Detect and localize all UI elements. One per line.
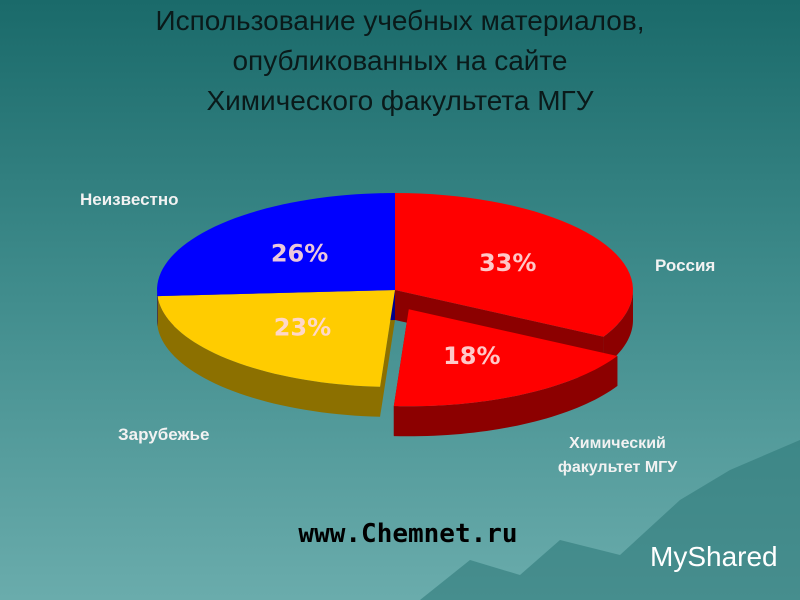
pie: 33% 18% 23% 26%	[157, 193, 633, 437]
chart-title: опубликованных на сайте	[232, 45, 567, 76]
slice	[393, 309, 618, 407]
chart-title: Химического факультета МГУ	[206, 85, 593, 116]
background-mountains	[420, 440, 800, 600]
value-label: 33%	[479, 249, 536, 277]
value-label: 18%	[443, 342, 500, 370]
value-label: 23%	[274, 314, 331, 342]
footer-url: www.Chemnet.ru	[298, 519, 517, 549]
slice	[157, 290, 395, 387]
category-label: Химический факультет МГУ	[557, 435, 678, 476]
slice-side	[380, 290, 395, 417]
slice-side	[157, 296, 381, 417]
slice-side	[603, 290, 633, 367]
slice	[395, 193, 633, 337]
watermark: MyShared	[650, 541, 778, 572]
category-label: Зарубежье	[118, 425, 210, 444]
category-label: Неизвестно	[80, 190, 179, 209]
slice-side	[393, 356, 618, 437]
chart-title: Использование учебных материалов,	[155, 5, 644, 36]
category-label: Россия	[655, 256, 716, 275]
value-label: 26%	[271, 239, 328, 267]
slice	[157, 193, 395, 297]
